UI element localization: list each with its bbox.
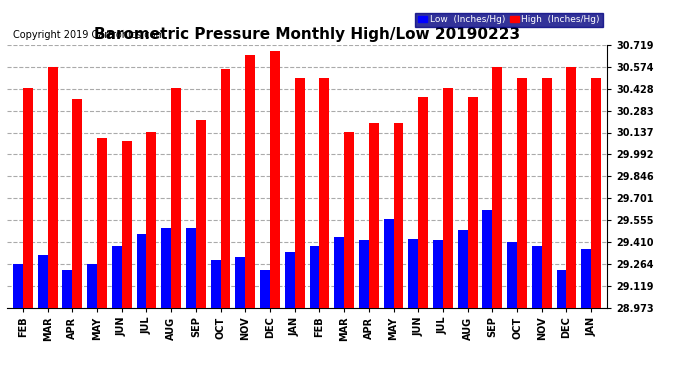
Bar [344, 132, 354, 308]
Bar [285, 252, 295, 308]
Bar [359, 240, 369, 308]
Bar [310, 246, 319, 308]
Bar [517, 78, 527, 308]
Bar [38, 255, 48, 308]
Bar [408, 239, 418, 308]
Bar [334, 237, 344, 308]
Bar [121, 141, 132, 308]
Bar [443, 88, 453, 308]
Bar [482, 210, 493, 308]
Bar [295, 78, 304, 308]
Bar [235, 257, 245, 307]
Bar [196, 120, 206, 308]
Bar [507, 242, 517, 308]
Title: Barometric Pressure Monthly High/Low 20190223: Barometric Pressure Monthly High/Low 201… [94, 27, 520, 42]
Bar [171, 88, 181, 308]
Bar [87, 264, 97, 308]
Bar [384, 219, 393, 308]
Bar [566, 68, 576, 308]
Bar [260, 270, 270, 308]
Bar [433, 240, 443, 308]
Bar [557, 270, 566, 308]
Bar [319, 78, 329, 308]
Bar [97, 138, 107, 308]
Bar [48, 68, 57, 308]
Bar [393, 123, 404, 308]
Legend: Low  (Inches/Hg), High  (Inches/Hg): Low (Inches/Hg), High (Inches/Hg) [415, 13, 602, 27]
Bar [542, 78, 551, 308]
Bar [457, 230, 468, 308]
Bar [369, 123, 379, 308]
Bar [581, 249, 591, 308]
Bar [418, 98, 428, 308]
Bar [146, 132, 157, 308]
Text: Copyright 2019 Cartronics.com: Copyright 2019 Cartronics.com [13, 30, 165, 40]
Bar [13, 264, 23, 308]
Bar [468, 98, 477, 308]
Bar [63, 270, 72, 308]
Bar [72, 99, 82, 308]
Bar [161, 228, 171, 308]
Bar [112, 246, 121, 308]
Bar [221, 69, 230, 308]
Bar [245, 56, 255, 308]
Bar [23, 88, 33, 308]
Bar [137, 234, 146, 308]
Bar [532, 246, 542, 308]
Bar [186, 228, 196, 308]
Bar [270, 51, 280, 308]
Bar [210, 260, 221, 308]
Bar [493, 68, 502, 308]
Bar [591, 78, 601, 308]
